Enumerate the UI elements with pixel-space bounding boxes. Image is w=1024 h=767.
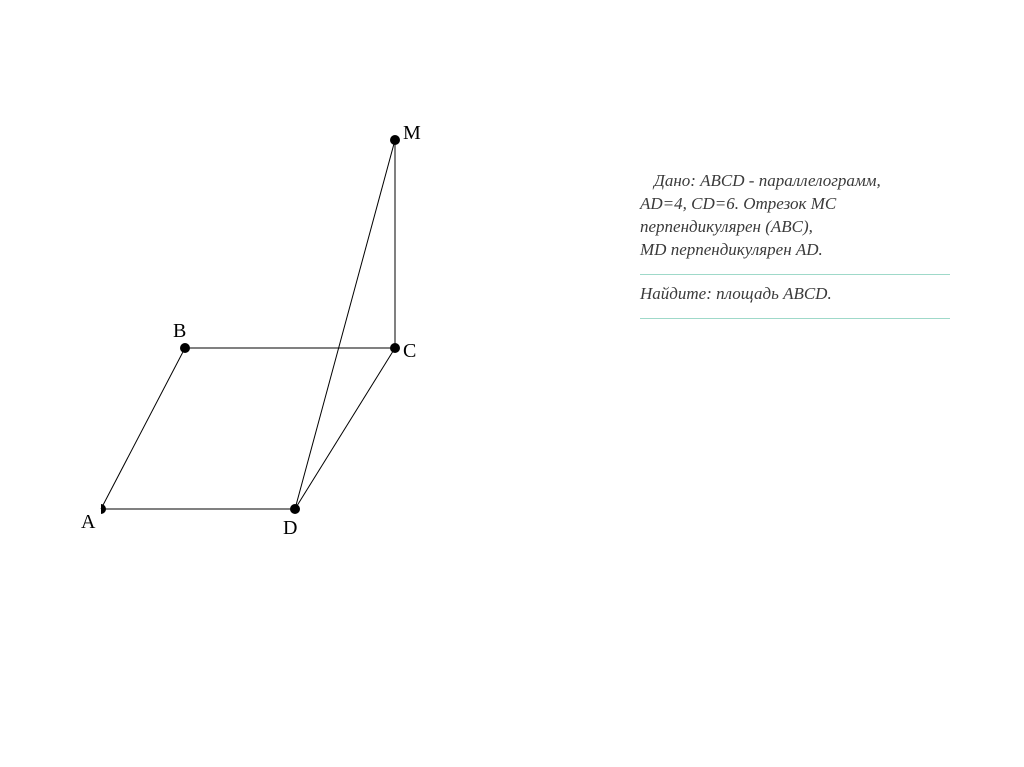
vertex-label-M: M	[403, 122, 421, 145]
vertex-D	[290, 504, 300, 514]
diagram-points	[101, 135, 400, 514]
vertex-label-C: C	[403, 340, 416, 363]
vertex-C	[390, 343, 400, 353]
problem-text-box: Дано: ABCD - параллелограмм,AD=4, CD=6. …	[640, 168, 950, 325]
find-block: Найдите: площадь ABCD.	[640, 281, 950, 312]
given-line: Дано: ABCD - параллелограмм,	[640, 170, 950, 193]
edge-M-D	[295, 140, 395, 509]
vertex-label-B: B	[173, 320, 186, 343]
edge-A-B	[101, 348, 185, 509]
vertex-A	[101, 504, 106, 514]
vertex-label-A: A	[81, 511, 95, 534]
vertex-B	[180, 343, 190, 353]
edge-C-D	[295, 348, 395, 509]
given-line: MD перпендикулярен AD.	[640, 239, 950, 262]
vertex-M	[390, 135, 400, 145]
vertex-label-D: D	[283, 517, 297, 540]
given-block: Дано: ABCD - параллелограмм,AD=4, CD=6. …	[640, 168, 950, 268]
diagram-edges	[101, 140, 395, 509]
given-line: перпендикулярен (ABС),	[640, 216, 950, 239]
divider-line	[640, 318, 950, 319]
geometry-diagram	[0, 0, 1024, 767]
find-text: Найдите: площадь ABCD.	[640, 284, 832, 303]
divider-line	[640, 274, 950, 275]
given-line: AD=4, CD=6. Отрезок MC	[640, 193, 950, 216]
